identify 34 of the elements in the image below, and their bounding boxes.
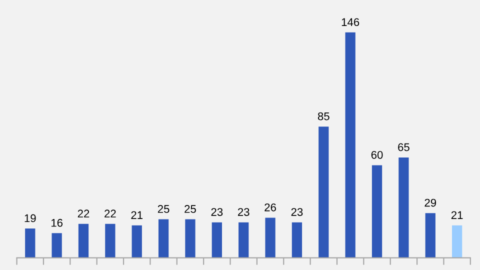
data-label: 23 bbox=[211, 208, 223, 216]
data-label: 23 bbox=[291, 208, 303, 216]
data-label: 29 bbox=[424, 198, 436, 207]
data-label: 25 bbox=[158, 205, 170, 213]
data-label: 21 bbox=[451, 211, 463, 219]
data-label: 22 bbox=[104, 210, 116, 218]
data-label: 23 bbox=[238, 208, 250, 216]
data-label: 26 bbox=[264, 203, 276, 212]
data-label: 85 bbox=[318, 112, 330, 120]
bar bbox=[212, 222, 222, 258]
bar bbox=[158, 219, 169, 258]
data-label: 146 bbox=[342, 18, 360, 26]
data-label: 19 bbox=[24, 214, 36, 222]
bar bbox=[398, 157, 409, 258]
bar bbox=[452, 225, 462, 258]
bar bbox=[78, 224, 89, 258]
bar bbox=[185, 219, 196, 258]
data-label: 65 bbox=[398, 143, 410, 152]
bar bbox=[132, 225, 142, 258]
bar bbox=[292, 222, 302, 258]
data-label: 21 bbox=[131, 211, 143, 219]
data-label: 25 bbox=[184, 205, 196, 213]
bar bbox=[372, 165, 382, 258]
bar bbox=[318, 126, 329, 258]
bar bbox=[345, 32, 356, 258]
data-label: 60 bbox=[371, 150, 383, 159]
data-label: 16 bbox=[51, 218, 63, 227]
bar bbox=[25, 228, 36, 258]
bar bbox=[425, 213, 436, 258]
bar bbox=[265, 218, 276, 258]
bar bbox=[105, 224, 116, 258]
bar bbox=[238, 222, 249, 258]
data-label: 22 bbox=[78, 210, 90, 218]
bar bbox=[52, 233, 62, 258]
